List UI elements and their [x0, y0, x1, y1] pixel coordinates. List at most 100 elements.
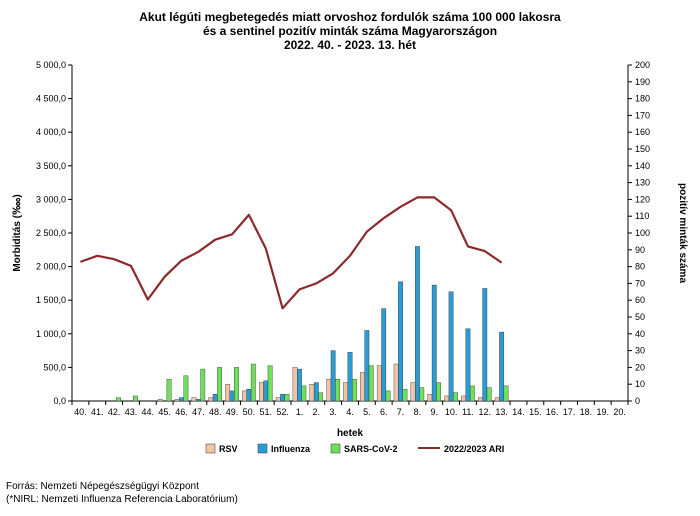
left-tick-label: 500,0 — [43, 362, 66, 372]
bar-sars-cov-2 — [267, 365, 273, 402]
chart-title-line-2: és a sentinel pozitív minták száma Magya… — [202, 24, 498, 38]
bar-influenza — [229, 390, 235, 402]
right-tick-label: 50 — [635, 312, 645, 322]
x-tick-label: 48. — [209, 407, 222, 417]
bar-influenza — [482, 288, 488, 402]
legend-swatch — [205, 443, 216, 454]
x-tick-label: 19. — [596, 407, 609, 417]
x-tick-label: 20. — [613, 407, 626, 417]
right-tick-label: 110 — [635, 211, 649, 221]
bar-rsv — [258, 382, 264, 402]
left-tick-label: 1 000,0 — [36, 329, 66, 339]
left-tick-label: 3 000,0 — [36, 194, 66, 204]
x-tick-label: 11. — [462, 407, 474, 417]
right-tick-label: 120 — [635, 194, 650, 204]
x-tick-label: 51. — [259, 407, 272, 417]
x-tick-label: 43. — [125, 407, 138, 417]
right-tick-label: 30 — [635, 346, 645, 356]
x-tick-label: 15. — [529, 407, 542, 417]
bar-sars-cov-2 — [132, 395, 138, 402]
legend-label: Influenza — [271, 444, 311, 454]
bar-sars-cov-2 — [402, 389, 408, 402]
bar-influenza — [297, 368, 302, 402]
left-tick-label: 1 500,0 — [36, 295, 66, 305]
x-tick-label: 16. — [546, 407, 559, 417]
bar-rsv — [427, 394, 433, 402]
right-tick-label: 200 — [635, 60, 650, 70]
bar-rsv — [343, 382, 349, 402]
bar-sars-cov-2 — [385, 390, 391, 402]
bar-sars-cov-2 — [166, 378, 172, 402]
bar-influenza — [465, 328, 471, 402]
bar-rsv — [444, 395, 450, 402]
nirl-note: (*NIRL: Nemzeti Influenza Referencia Lab… — [6, 494, 238, 505]
x-tick-label: 1. — [296, 407, 304, 417]
x-tick-label: 45. — [158, 407, 171, 417]
bar-rsv — [174, 399, 180, 402]
legend-swatch — [257, 443, 268, 454]
bar-sars-cov-2 — [335, 378, 340, 402]
x-tick-label: 49. — [226, 407, 239, 417]
bar-rsv — [360, 372, 365, 402]
bar-sars-cov-2 — [250, 363, 256, 402]
bar-rsv — [309, 384, 315, 402]
x-tick-label: 46. — [175, 407, 188, 417]
x-tick-label: 41. — [91, 407, 104, 417]
bar-sars-cov-2 — [436, 382, 442, 402]
bar-rsv — [208, 397, 214, 402]
bar-sars-cov-2 — [486, 387, 492, 402]
bar-rsv — [461, 395, 466, 402]
x-tick-label: 9. — [430, 407, 438, 417]
bar-influenza — [448, 291, 454, 402]
x-tick-label: 17. — [563, 407, 576, 417]
x-tick-label: 10. — [445, 407, 458, 417]
bar-influenza — [347, 352, 353, 402]
x-tick-label: 52. — [276, 407, 289, 417]
bar-influenza — [381, 308, 387, 402]
x-tick-label: 40. — [74, 407, 87, 417]
x-tick-label: 2. — [313, 407, 321, 417]
ari-line — [80, 196, 503, 310]
bar-rsv — [393, 363, 399, 402]
bar-influenza — [263, 380, 269, 402]
bar-sars-cov-2 — [284, 394, 290, 402]
bar-influenza — [330, 350, 336, 402]
bar-influenza — [415, 246, 420, 402]
bar-sars-cov-2 — [234, 367, 239, 402]
bar-influenza — [280, 394, 285, 402]
x-tick-label: 6. — [380, 407, 388, 417]
x-tick-label: 18. — [580, 407, 593, 417]
bar-sars-cov-2 — [503, 385, 509, 402]
legend-label: 2022/2023 ARI — [444, 444, 504, 454]
bar-rsv — [191, 397, 197, 402]
left-tick-label: 3 500,0 — [36, 161, 66, 171]
bar-influenza — [431, 284, 437, 402]
left-tick-label: 2 500,0 — [36, 228, 66, 238]
bar-rsv — [494, 397, 500, 402]
bar-influenza — [499, 331, 505, 402]
left-tick-label: 4 500,0 — [36, 94, 66, 104]
right-tick-label: 100 — [635, 228, 650, 238]
x-tick-label: 13. — [495, 407, 508, 417]
right-tick-label: 20 — [635, 362, 645, 372]
bar-influenza — [246, 389, 252, 402]
bar-sars-cov-2 — [368, 365, 374, 402]
bar-influenza — [195, 399, 201, 402]
right-tick-label: 80 — [635, 262, 645, 272]
legend-label: SARS-CoV-2 — [344, 444, 398, 454]
bar-influenza — [313, 382, 319, 402]
right-tick-label: 190 — [635, 77, 650, 87]
x-tick-label: 50. — [243, 407, 256, 417]
right-tick-label: 90 — [635, 245, 645, 255]
left-axis-title: Morbiditás (‱) — [12, 194, 23, 271]
bar-sars-cov-2 — [183, 375, 189, 402]
bar-rsv — [275, 397, 281, 402]
x-tick-label: 47. — [192, 407, 205, 417]
right-tick-label: 0 — [635, 396, 640, 406]
left-tick-label: 2 000,0 — [36, 262, 66, 272]
right-tick-label: 40 — [635, 329, 645, 339]
bar-influenza — [179, 397, 184, 402]
right-axis-title: pozitív minták száma — [677, 183, 688, 283]
